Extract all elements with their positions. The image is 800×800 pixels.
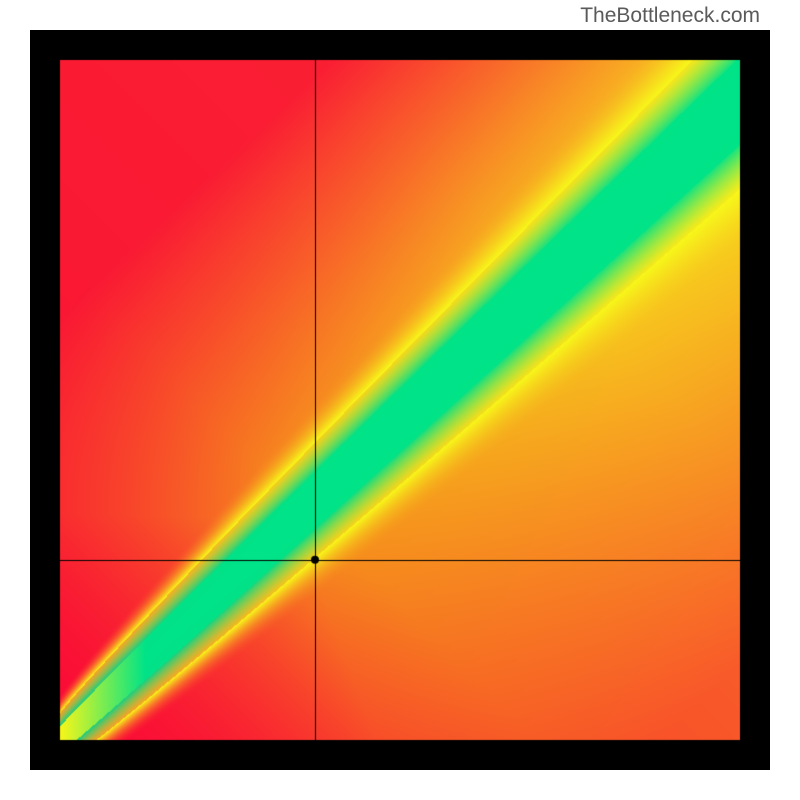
bottleneck-heatmap: [30, 30, 770, 770]
attribution-label: TheBottleneck.com: [580, 4, 760, 28]
chart-container: TheBottleneck.com: [0, 0, 800, 800]
